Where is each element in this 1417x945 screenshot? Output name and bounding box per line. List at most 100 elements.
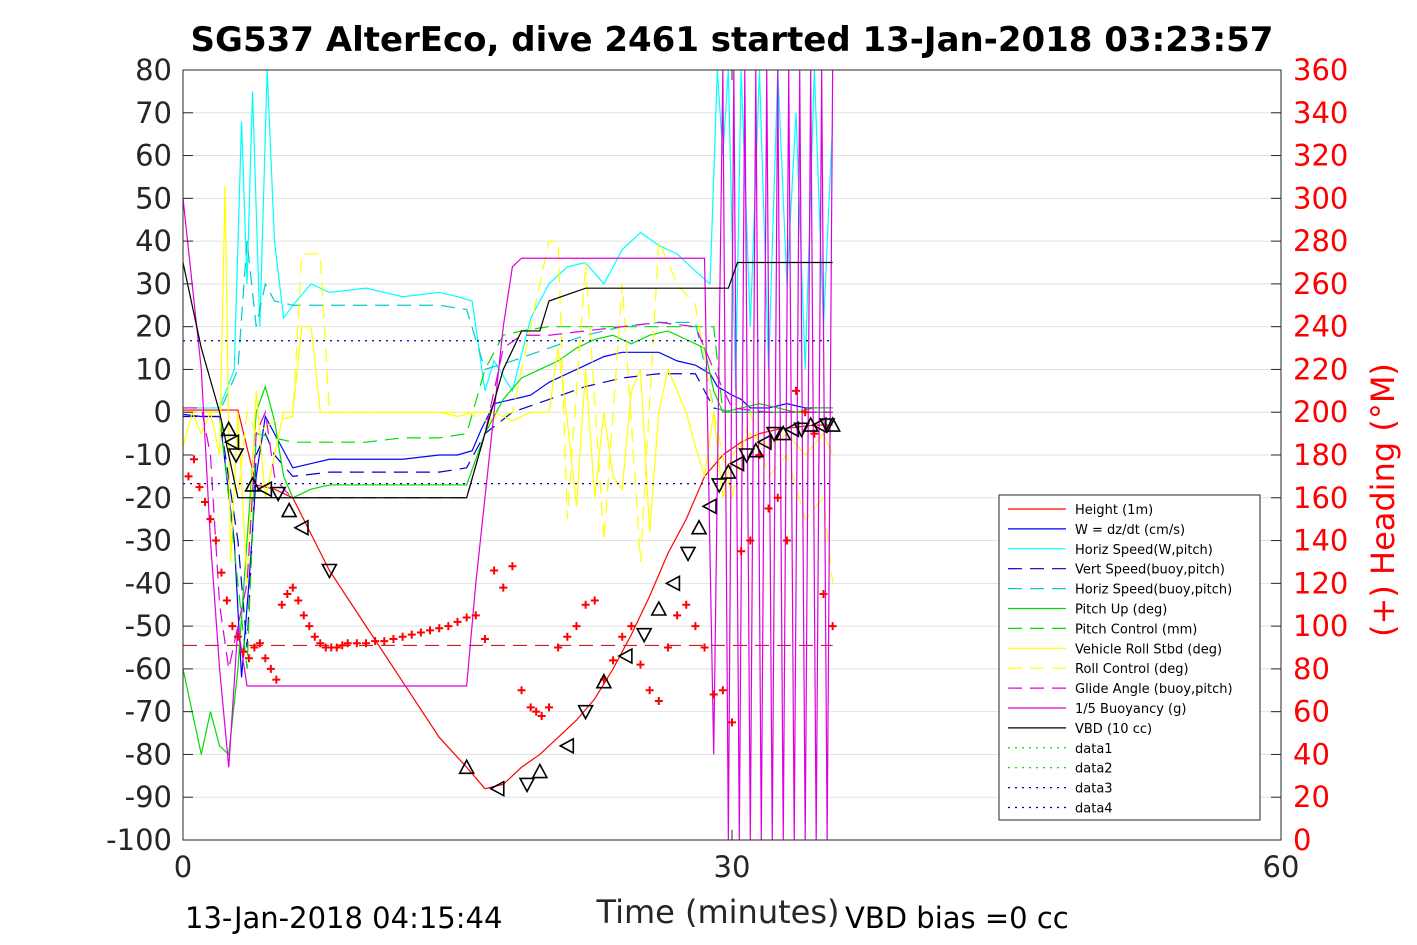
depth-marker: [489, 780, 505, 798]
series-line-4: [183, 241, 833, 413]
right-tick-label: 120: [1293, 566, 1348, 600]
x-axis-label: Time (minutes): [596, 893, 840, 931]
heading-point: [718, 686, 727, 695]
depth-marker: [701, 497, 717, 515]
heading-point: [673, 611, 682, 620]
heading-point: [389, 634, 398, 643]
right-tick-label: 140: [1293, 524, 1348, 558]
heading-point: [709, 690, 718, 699]
depth-marker: [635, 627, 653, 644]
legend-label: data4: [1075, 802, 1113, 817]
depth-marker: [531, 762, 549, 779]
heading-point: [206, 515, 215, 524]
depth-marker: [617, 647, 633, 665]
legend-label: Pitch Up (deg): [1075, 603, 1167, 618]
left-tick-label: -100: [106, 823, 172, 857]
heading-point: [563, 632, 572, 641]
series-line-10: [182, 69, 834, 841]
depth-marker: [756, 433, 772, 451]
heading-point: [737, 547, 746, 556]
series-line-9: [183, 321, 833, 670]
heading-point: [581, 600, 590, 609]
heading-point: [682, 600, 691, 609]
legend-label: Roll Control (deg): [1075, 662, 1189, 677]
heading-point: [517, 686, 526, 695]
depth-marker: [765, 426, 783, 443]
heading-point: [239, 647, 248, 656]
left-tick-label: 70: [135, 96, 172, 130]
depth-marker: [811, 416, 827, 434]
left-tick-label: 10: [135, 352, 172, 386]
heading-point: [277, 600, 286, 609]
left-tick-label: 60: [135, 139, 172, 173]
depth-marker: [293, 519, 309, 537]
depth-marker: [774, 424, 792, 441]
right-tick-label: 260: [1293, 267, 1348, 301]
heading-point: [828, 622, 837, 631]
heading-point: [195, 483, 204, 492]
heading-point: [453, 617, 462, 626]
heading-point: [255, 639, 264, 648]
heading-point: [654, 696, 663, 705]
right-tick-label: 20: [1293, 780, 1330, 814]
left-y-axis: 80 70 60 50 40 30 20 10 0 -10 -20 -30 -40 -50 -60 -70 -8…: [106, 53, 1281, 857]
heading-point: [728, 718, 736, 727]
legend-label: VBD (10 cc): [1075, 722, 1152, 737]
depth-marker: [824, 416, 841, 432]
legend-label: Glide Angle (buoy,pitch): [1075, 682, 1233, 697]
heading-point: [471, 611, 480, 620]
heading-point: [462, 613, 471, 622]
series-line-2: [183, 69, 834, 409]
legend-label: Height (1m): [1075, 503, 1153, 518]
heading-point: [272, 675, 281, 684]
left-tick-label: -60: [125, 652, 172, 686]
heading-point: [532, 707, 541, 716]
depth-marker: [577, 704, 594, 721]
heading-point: [310, 632, 319, 641]
heading-point: [338, 641, 347, 650]
heading-point: [266, 664, 275, 673]
heading-point: [746, 536, 755, 545]
depth-marker: [679, 546, 697, 563]
heading-point: [362, 639, 370, 648]
heading-point: [627, 622, 636, 631]
legend-label: Horiz Speed(buoy,pitch): [1075, 583, 1232, 598]
heading-point: [426, 626, 435, 635]
heading-point: [554, 643, 563, 652]
left-tick-label: 0: [154, 395, 172, 429]
heading-point: [700, 643, 709, 652]
x-tick-label: 30: [714, 850, 751, 884]
heading-point: [222, 596, 231, 605]
left-tick-label: 40: [135, 224, 172, 258]
heading-point: [590, 596, 599, 605]
heading-point: [398, 632, 407, 641]
right-tick-label: 200: [1293, 395, 1348, 429]
heading-point: [636, 660, 645, 669]
heading-point: [691, 622, 700, 631]
right-tick-label: 160: [1293, 481, 1348, 515]
left-tick-label: -50: [125, 609, 172, 643]
heading-point: [305, 622, 314, 631]
series-line-3: [183, 373, 833, 648]
legend-label: data1: [1075, 742, 1113, 757]
series-line-8: [183, 240, 834, 584]
depth-marker: [664, 574, 681, 592]
depth-marker: [321, 563, 338, 580]
heading-point: [211, 536, 220, 545]
heading-point: [572, 622, 581, 631]
right-tick-label: 220: [1293, 352, 1348, 386]
heading-point: [618, 632, 627, 641]
heading-point: [250, 643, 259, 652]
heading-point: [819, 590, 828, 599]
right-tick-label: 300: [1293, 181, 1348, 215]
left-tick-label: 80: [135, 53, 172, 87]
footer-timestamp: 13-Jan-2018 04:15:44: [185, 901, 502, 935]
depth-marker: [728, 455, 745, 472]
depth-marker: [710, 478, 728, 494]
series-line-0: [183, 409, 833, 790]
legend-label: data2: [1075, 762, 1113, 777]
left-tick-label: -80: [125, 737, 172, 771]
right-tick-label: 320: [1293, 139, 1348, 173]
heading-point: [343, 639, 352, 648]
